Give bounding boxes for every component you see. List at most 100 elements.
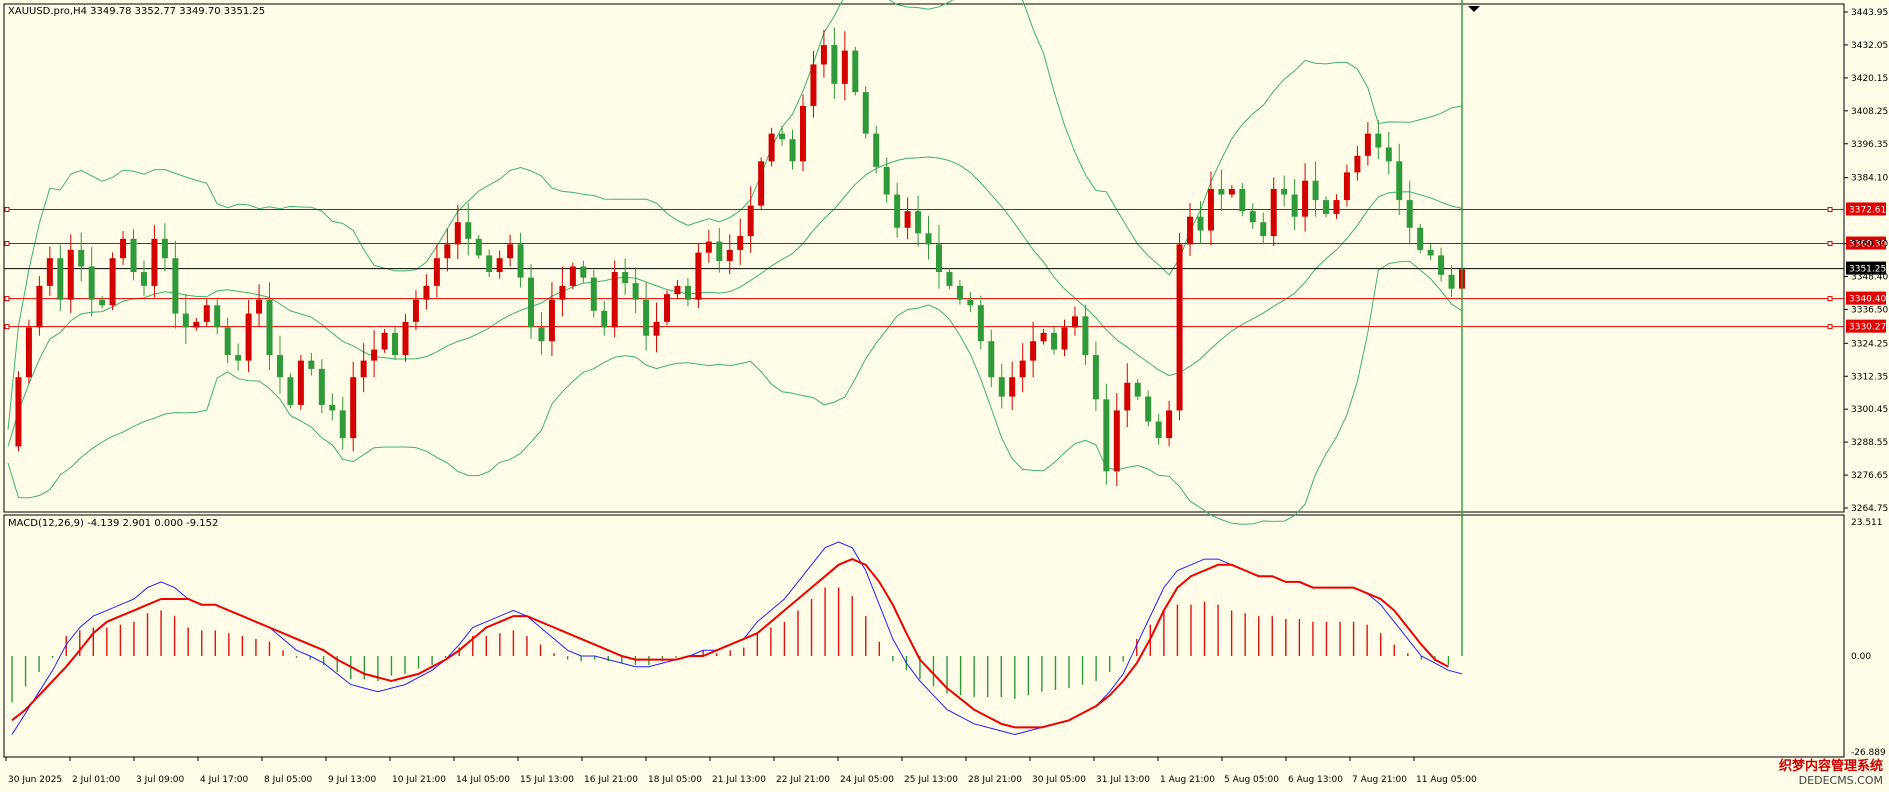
- candle-body: [915, 211, 922, 234]
- candle-body: [1354, 155, 1361, 173]
- level-handle: [4, 206, 10, 212]
- candles: [15, 27, 1465, 487]
- macd-info: MACD(12,26,9) -4.139 2.901 0.000 -9.152: [8, 518, 219, 529]
- time-tick-label: 15 Jul 13:00: [520, 775, 574, 785]
- level-price-tag: [1846, 236, 1886, 250]
- candle-body: [695, 252, 702, 300]
- time-tick-label: 5 Aug 05:00: [1224, 775, 1279, 785]
- price-tick-label: 3443.95: [1851, 8, 1888, 18]
- candle-body: [454, 222, 461, 245]
- candle-body: [1176, 244, 1183, 411]
- bollinger-lower: [7, 260, 1463, 525]
- candle-body: [1343, 172, 1350, 201]
- candle-body: [1113, 410, 1120, 472]
- level-price-tag: [1846, 319, 1886, 333]
- candle-body: [1239, 189, 1246, 212]
- level-handle: [1827, 206, 1833, 212]
- candle-body: [538, 327, 545, 342]
- candle-body: [873, 133, 880, 167]
- candle-body: [1323, 200, 1330, 214]
- candle-body: [1427, 249, 1434, 256]
- candle-body: [1364, 133, 1371, 156]
- price-tick-label: 3408.25: [1851, 107, 1888, 117]
- candle-body: [768, 133, 775, 162]
- price-pane-frame: [3, 3, 1845, 513]
- candle-body: [465, 222, 472, 239]
- candle-body: [653, 321, 660, 336]
- candle-body: [925, 233, 932, 245]
- time-tick-label: 3 Jul 09:00: [136, 775, 185, 785]
- candle-body: [172, 258, 179, 314]
- candle-body: [1082, 316, 1089, 356]
- candle-body: [99, 299, 106, 306]
- candle-body: [423, 285, 430, 300]
- candle-body: [224, 327, 231, 356]
- candle-body: [622, 272, 629, 284]
- candle-body: [496, 258, 503, 273]
- candle-body: [130, 238, 137, 273]
- level-price-label: 3360.30: [1849, 240, 1886, 250]
- candle-body: [203, 305, 210, 322]
- time-tick-label: 8 Jul 05:00: [264, 775, 313, 785]
- candle-body: [1145, 396, 1152, 422]
- shift-marker-icon[interactable]: [1468, 6, 1480, 12]
- candle-body: [737, 236, 744, 250]
- candle-body: [182, 313, 189, 328]
- macd-lines: [11, 541, 1463, 736]
- price-tick-label: 3420.15: [1851, 74, 1888, 84]
- candle-body: [799, 105, 806, 162]
- candle-body: [758, 161, 765, 206]
- price-tick-label: 3276.65: [1851, 471, 1888, 481]
- candle-body: [1009, 377, 1016, 397]
- candle-body: [1124, 382, 1131, 411]
- time-tick-label: 10 Jul 21:00: [392, 775, 446, 785]
- candle-body: [559, 285, 566, 300]
- candle-body: [1281, 189, 1288, 195]
- candle-body: [1207, 189, 1214, 231]
- candle-body: [297, 360, 304, 405]
- candle-body: [946, 272, 953, 286]
- candle-body: [1197, 216, 1204, 231]
- time-tick-label: 14 Jul 05:00: [456, 775, 510, 785]
- candle-body: [235, 355, 242, 361]
- candle-body: [726, 249, 733, 261]
- candle-body: [1291, 194, 1298, 217]
- candle-body: [36, 285, 43, 328]
- candle-body: [1019, 360, 1026, 378]
- candle-body: [67, 249, 74, 300]
- candle-body: [601, 310, 608, 328]
- level-price-label: 3372.61: [1849, 205, 1886, 215]
- candle-body: [716, 241, 723, 261]
- time-tick-label: 31 Jul 13:00: [1096, 775, 1150, 785]
- candle-body: [287, 377, 294, 405]
- candle-body: [15, 377, 22, 447]
- candle-body: [214, 305, 221, 328]
- candle-body: [318, 368, 325, 405]
- candle-body: [1071, 316, 1078, 328]
- candle-body: [956, 285, 963, 300]
- time-tick-label: 28 Jul 21:00: [968, 775, 1022, 785]
- horizontal-levels[interactable]: 3372.61 3360.30 3340.40 3330.27 3351.25: [4, 202, 1886, 333]
- candle-body: [643, 299, 650, 336]
- candle-body: [350, 377, 357, 439]
- level-handle: [1827, 296, 1833, 302]
- candle-body: [841, 50, 848, 84]
- candle-body: [664, 294, 671, 322]
- candle-body: [1040, 332, 1047, 342]
- candle-body: [360, 360, 367, 378]
- time-tick-label: 16 Jul 21:00: [584, 775, 638, 785]
- price-tick-label: 3348.40: [1851, 272, 1888, 282]
- watermark: 织梦内容管理系统 DEDECMS.COM: [1779, 760, 1883, 788]
- candle-body: [1438, 255, 1445, 275]
- time-tick-label: 11 Aug 05:00: [1416, 775, 1477, 785]
- macd-axis-label: 0.00: [1851, 652, 1871, 662]
- candle-body: [193, 321, 200, 328]
- time-tick-label: 9 Jul 13:00: [328, 775, 377, 785]
- current-price-tag: [1846, 261, 1886, 275]
- candle-body: [967, 299, 974, 306]
- candle-body: [1396, 161, 1403, 201]
- candle-body: [1385, 147, 1392, 162]
- candle-body: [1103, 399, 1110, 472]
- candle-body: [329, 404, 336, 411]
- candle-body: [831, 45, 838, 84]
